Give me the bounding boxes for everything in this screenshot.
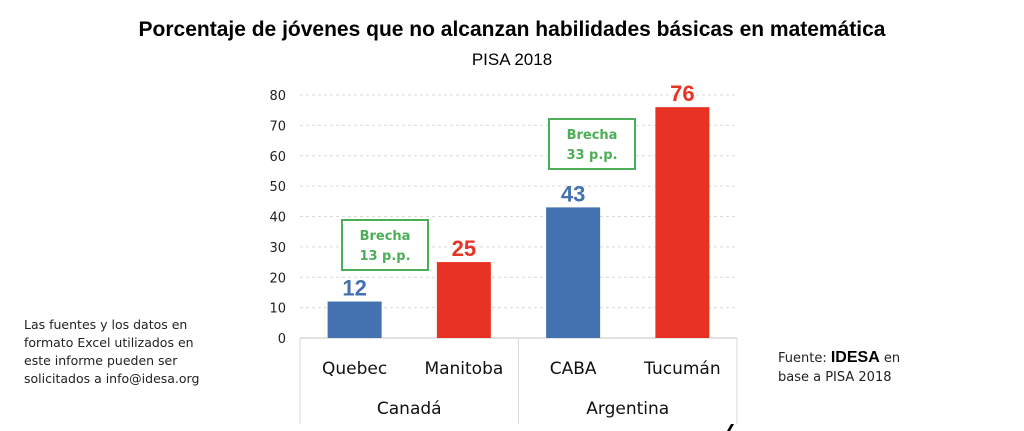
data-label: 25 <box>452 236 476 261</box>
brecha-annotation-label: Brecha <box>360 229 411 244</box>
y-tick-label: 20 <box>269 271 286 286</box>
x-category-label: Manitoba <box>424 359 503 379</box>
y-tick-label: 60 <box>269 150 286 165</box>
note-line: formato Excel utilizados en <box>24 335 194 350</box>
brecha-annotation-label: Brecha <box>567 128 618 143</box>
y-tick-label: 0 <box>278 332 286 347</box>
brecha-annotation-box <box>341 219 429 271</box>
note-line: solicitados a info@idesa.org <box>24 371 200 386</box>
source-brand: IDESA <box>830 349 880 366</box>
brecha-annotation-value: 13 p.p. <box>359 249 410 264</box>
data-label: 76 <box>670 81 694 106</box>
chart-subtitle: PISA 2018 <box>471 50 553 69</box>
x-category-label: Quebec <box>322 359 387 379</box>
bar <box>327 301 382 338</box>
source-line2: base a PISA 2018 <box>778 370 892 385</box>
source-note: Fuente: IDESA en base a PISA 2018 <box>778 348 978 387</box>
brecha-annotation-box <box>548 118 636 170</box>
note-line: Las fuentes y los datos en <box>24 317 188 332</box>
chart-title: Porcentaje de jóvenes que no alcanzan ha… <box>138 18 886 41</box>
bar <box>655 107 710 339</box>
y-tick-label: 80 <box>269 89 286 104</box>
note-line: este informe pueden ser <box>24 353 178 368</box>
x-category-label: Tucumán <box>643 359 720 379</box>
data-availability-note: Las fuentes y los datos en formato Excel… <box>24 316 244 388</box>
x-group-label: Canadá <box>377 399 442 419</box>
data-label: 12 <box>342 276 366 301</box>
data-label: 43 <box>561 181 585 206</box>
y-tick-label: 50 <box>269 180 286 195</box>
y-tick-label: 70 <box>269 119 286 134</box>
y-tick-label: 40 <box>269 211 286 226</box>
bar <box>546 207 601 338</box>
decorative-stroke-mark <box>727 424 734 431</box>
x-group-label: Argentina <box>586 399 669 419</box>
source-prefix: Fuente: <box>778 351 831 366</box>
y-tick-label: 10 <box>269 302 286 317</box>
x-category-label: CABA <box>550 359 597 379</box>
brecha-annotation-value: 33 p.p. <box>566 148 617 163</box>
bar <box>436 262 491 338</box>
y-tick-label: 30 <box>269 241 286 256</box>
source-suffix: en <box>879 351 901 366</box>
